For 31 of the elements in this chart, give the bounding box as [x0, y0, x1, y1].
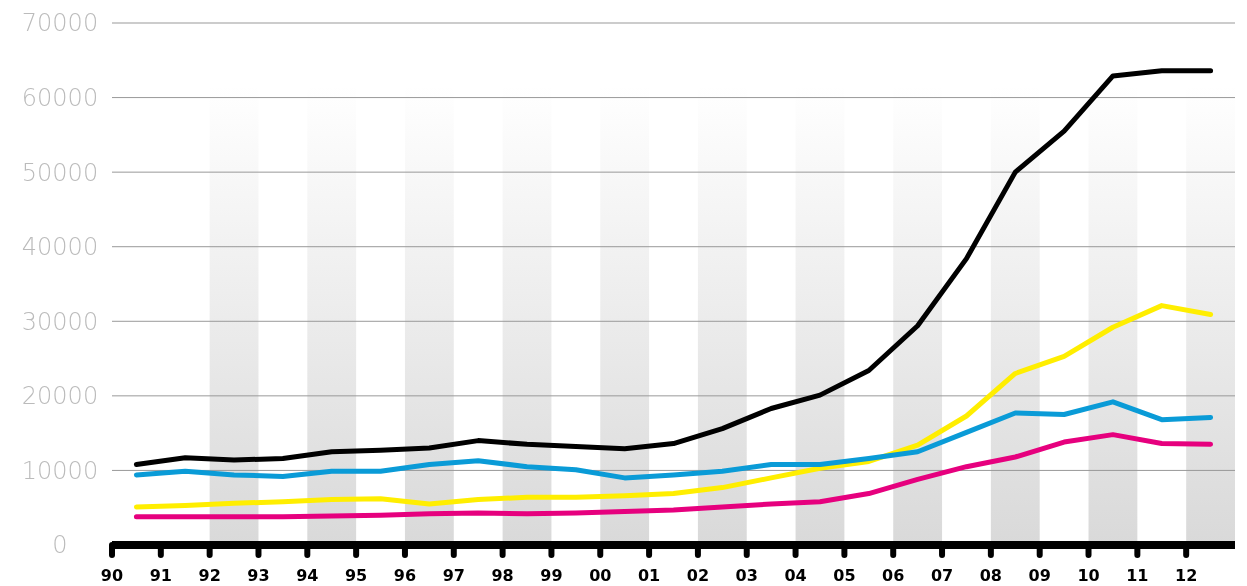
x-tick-label: 90	[100, 566, 124, 585]
x-tick-label: 05	[833, 566, 856, 585]
x-tick-label: 06	[882, 566, 905, 585]
x-tick-label: 91	[149, 566, 172, 585]
y-tick-label: 0	[52, 531, 68, 560]
x-tick-label: 00	[589, 566, 612, 585]
y-tick-label: 10000	[21, 456, 99, 485]
x-tick-label: 95	[345, 566, 368, 585]
x-tick-label: 09	[1028, 566, 1051, 585]
x-tick-label: 10	[1077, 566, 1100, 585]
x-tick-label: 01	[637, 566, 661, 585]
x-tick-label: 11	[1126, 566, 1149, 585]
x-tick-label: 08	[979, 566, 1002, 585]
x-tick-label: 94	[296, 566, 319, 585]
y-tick-label: 60000	[21, 83, 99, 112]
x-tick-label: 02	[686, 566, 710, 585]
y-tick-label: 70000	[21, 9, 99, 38]
x-tick-label: 12	[1175, 566, 1198, 585]
x-tick-label: 98	[491, 566, 514, 585]
x-tick-label: 92	[198, 566, 221, 585]
x-tick-label: 96	[393, 566, 417, 585]
y-tick-label: 40000	[21, 233, 99, 262]
x-tick-label: 99	[540, 566, 563, 585]
x-tick-label: 03	[735, 566, 758, 585]
x-tick-label: 07	[930, 566, 954, 585]
y-tick-label: 20000	[21, 382, 99, 411]
y-tick-label: 50000	[21, 158, 99, 187]
y-tick-label: 30000	[21, 307, 99, 336]
x-tick-label: 97	[442, 566, 465, 585]
x-tick-label: 93	[247, 566, 270, 585]
x-tick-label: 04	[784, 566, 807, 585]
